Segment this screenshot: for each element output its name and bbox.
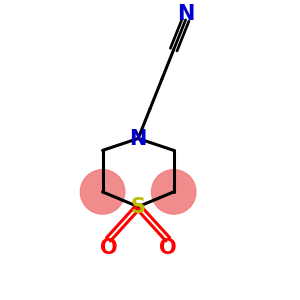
Text: S: S [130,197,146,217]
Circle shape [80,170,125,214]
Text: N: N [177,4,194,24]
Text: N: N [130,128,147,148]
Text: O: O [159,238,177,258]
Circle shape [152,170,196,214]
Text: O: O [100,238,117,258]
